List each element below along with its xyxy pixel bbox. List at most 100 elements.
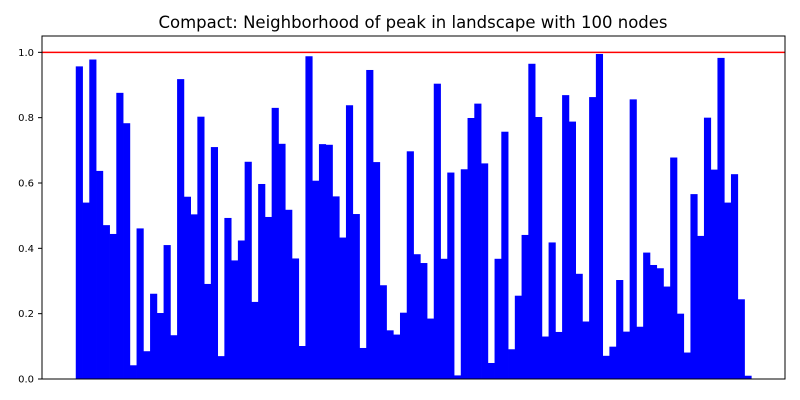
bar-70: [548, 242, 556, 379]
bar-85: [649, 264, 658, 379]
y-tick-label: 0.2: [18, 309, 34, 320]
bar-33: [298, 346, 306, 379]
bar-89: [676, 313, 685, 379]
bar-54: [440, 258, 448, 379]
bar-87: [663, 286, 671, 379]
bar-61: [487, 362, 495, 379]
bar-46: [386, 330, 394, 379]
bar-0: [75, 66, 83, 379]
bar-81: [622, 331, 631, 379]
bar-74: [575, 273, 583, 379]
bar-72: [562, 95, 570, 379]
bar-91: [690, 194, 698, 379]
bar-38: [332, 196, 340, 379]
bar-14: [170, 335, 178, 379]
bars-group: [75, 53, 752, 380]
bar-8: [129, 365, 137, 379]
bar-16: [183, 196, 191, 379]
bar-79: [609, 346, 617, 379]
bar-5: [109, 233, 117, 379]
bar-94: [710, 169, 718, 379]
bar-60: [481, 163, 489, 379]
bar-11: [150, 293, 158, 379]
bar-20: [210, 147, 219, 379]
y-tick-label: 0.0: [18, 375, 34, 386]
bar-93: [703, 117, 712, 380]
bar-95: [717, 57, 725, 379]
y-tick-label: 0.6: [18, 179, 34, 190]
bar-75: [582, 321, 590, 379]
bar-26: [251, 301, 259, 379]
bar-83: [636, 326, 644, 379]
bar-62: [494, 258, 502, 379]
bar-4: [102, 225, 110, 379]
bar-19: [204, 283, 212, 379]
bar-7: [123, 123, 131, 379]
bar-1: [82, 202, 90, 379]
bar-63: [501, 131, 509, 379]
bar-56: [454, 375, 462, 379]
bar-42: [359, 347, 367, 379]
bar-35: [312, 180, 320, 379]
bar-27: [258, 183, 266, 379]
bar-47: [393, 334, 401, 379]
bar-31: [285, 209, 293, 379]
bar-66: [521, 234, 529, 379]
bar-21: [217, 356, 225, 379]
bar-17: [190, 214, 198, 379]
bar-13: [163, 245, 171, 379]
bar-64: [508, 349, 516, 379]
bar-29: [271, 107, 279, 380]
bar-58: [467, 117, 475, 380]
bar-90: [683, 352, 691, 379]
bar-82: [629, 99, 637, 380]
bar-71: [555, 331, 563, 379]
bar-52: [427, 318, 435, 379]
bar-78: [602, 355, 610, 379]
bar-50: [413, 254, 421, 379]
bar-55: [447, 172, 455, 379]
y-axis: 0.0 0.2 0.4 0.6 0.8 1.0: [18, 48, 42, 386]
bar-23: [231, 260, 239, 379]
bar-43: [366, 69, 374, 379]
bar-40: [345, 105, 354, 379]
y-tick-label: 0.8: [18, 113, 34, 124]
bar-32: [291, 258, 300, 379]
bar-12: [156, 313, 164, 379]
bar-80: [616, 280, 624, 379]
bar-39: [339, 237, 347, 379]
bar-57: [460, 169, 468, 379]
bar-6: [116, 92, 124, 379]
bar-34: [305, 56, 313, 379]
y-tick-label: 1.0: [18, 48, 34, 59]
bar-18: [197, 116, 205, 379]
bar-88: [670, 157, 678, 379]
bar-97: [730, 174, 739, 379]
bar-41: [352, 214, 360, 379]
bar-3: [96, 170, 104, 379]
bar-73: [568, 121, 576, 379]
bar-77: [595, 53, 604, 379]
bar-76: [589, 97, 597, 379]
bar-98: [737, 299, 745, 379]
bar-22: [224, 217, 232, 379]
bar-84: [643, 252, 651, 379]
bar-28: [264, 216, 273, 379]
bar-10: [143, 351, 151, 379]
bar-25: [244, 161, 252, 379]
bar-59: [474, 103, 482, 380]
bar-67: [528, 63, 536, 380]
bar-2: [89, 59, 97, 380]
bar-53: [433, 83, 441, 379]
y-tick-label: 0.4: [18, 244, 34, 255]
bar-36: [318, 144, 327, 379]
bar-30: [278, 143, 286, 379]
bar-37: [325, 144, 333, 379]
bar-45: [379, 285, 387, 379]
bar-48: [399, 312, 408, 379]
bar-96: [724, 202, 732, 379]
chart-title: Compact: Neighborhood of peak in landsca…: [158, 13, 667, 32]
bar-68: [535, 117, 543, 379]
bar-65: [514, 295, 522, 379]
